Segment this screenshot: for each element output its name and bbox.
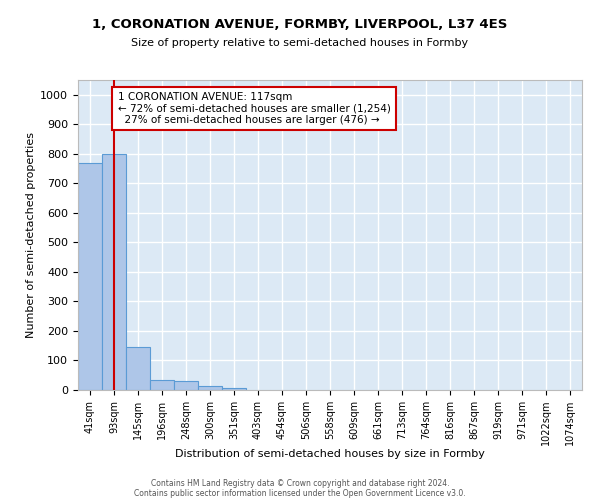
Text: Contains public sector information licensed under the Open Government Licence v3: Contains public sector information licen… — [134, 488, 466, 498]
Bar — [198, 386, 222, 390]
Y-axis label: Number of semi-detached properties: Number of semi-detached properties — [26, 132, 36, 338]
Bar — [222, 388, 246, 390]
Bar — [150, 380, 174, 390]
Bar — [78, 162, 102, 390]
Text: 1, CORONATION AVENUE, FORMBY, LIVERPOOL, L37 4ES: 1, CORONATION AVENUE, FORMBY, LIVERPOOL,… — [92, 18, 508, 30]
X-axis label: Distribution of semi-detached houses by size in Formby: Distribution of semi-detached houses by … — [175, 450, 485, 460]
Text: 1 CORONATION AVENUE: 117sqm
← 72% of semi-detached houses are smaller (1,254)
  : 1 CORONATION AVENUE: 117sqm ← 72% of sem… — [118, 92, 391, 125]
Text: Contains HM Land Registry data © Crown copyright and database right 2024.: Contains HM Land Registry data © Crown c… — [151, 478, 449, 488]
Text: Size of property relative to semi-detached houses in Formby: Size of property relative to semi-detach… — [131, 38, 469, 48]
Bar — [126, 347, 150, 390]
Bar — [102, 154, 126, 390]
Bar — [174, 381, 198, 390]
